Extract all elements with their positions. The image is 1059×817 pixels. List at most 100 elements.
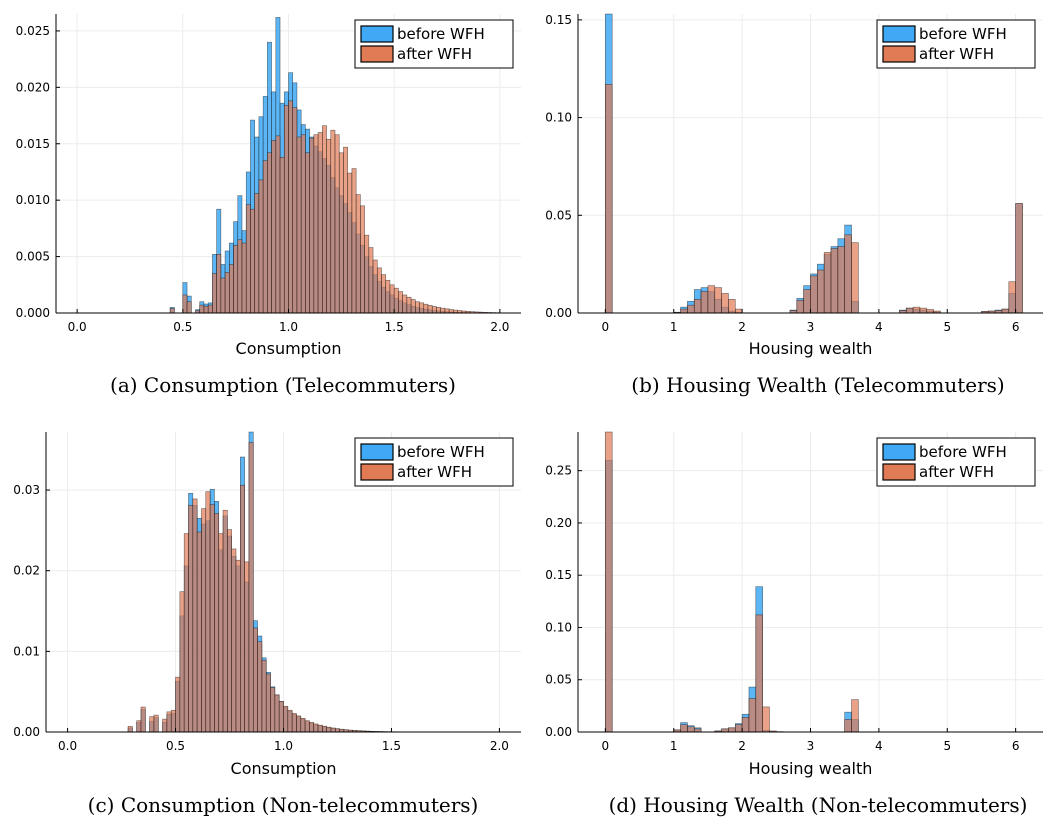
chart-d: 0 1 2 3 4 5 6 0.00 0.05 0.10 0.15 0.20 0.25 Housing w… <box>545 431 1043 817</box>
x-tick-label: 3 <box>807 739 815 753</box>
y-tick-label: 0.15 <box>545 13 572 27</box>
bar-after <box>207 304 213 314</box>
bar-after <box>330 727 336 733</box>
bar-after <box>427 305 433 314</box>
bar-after <box>687 304 695 314</box>
bar-after <box>231 548 237 733</box>
bar-after <box>218 533 224 733</box>
y-tick-label: 0.03 <box>13 483 40 497</box>
chart-b: 0 1 2 3 4 5 6 0.00 0.05 0.10 0.15 Housing wealth (b)… <box>545 13 1043 397</box>
x-tick-label: 2.0 <box>490 320 509 334</box>
x-tick-label: 1 <box>670 320 678 334</box>
bar-after <box>844 719 852 733</box>
bar-after <box>229 264 234 314</box>
bar-after <box>360 205 365 314</box>
bar-after <box>287 709 293 733</box>
y-tick-label: 0.005 <box>16 250 50 264</box>
bar-after <box>270 687 276 733</box>
bar-after <box>734 724 743 733</box>
bar-after <box>279 156 285 314</box>
bar-after <box>693 299 702 314</box>
x-tick-label: 6 <box>1012 739 1020 753</box>
bar-after <box>235 559 241 733</box>
bar-after <box>728 299 736 314</box>
legend-label-after: after WFH <box>397 45 472 63</box>
bar-after <box>335 728 340 733</box>
x-axis-title: Housing wealth <box>749 339 873 358</box>
y-tick-label: 0.05 <box>545 673 572 687</box>
bar-after <box>140 706 146 733</box>
bar-after <box>188 505 194 733</box>
bar-after <box>237 239 243 314</box>
x-tick-label: 0.0 <box>68 320 87 334</box>
legend-label-after: after WFH <box>919 45 994 63</box>
bar-after <box>271 140 277 314</box>
bar-after <box>186 301 192 314</box>
bar-after <box>389 284 395 314</box>
bar-after <box>741 717 750 733</box>
y-tick-label: 0.00 <box>545 306 572 320</box>
bar-after <box>227 529 232 733</box>
bar-after <box>136 720 142 733</box>
bar-after <box>406 296 412 314</box>
bar-after <box>304 720 310 733</box>
legend: before WFH after WFH <box>354 19 514 69</box>
bar-after <box>300 717 306 733</box>
x-tick-label: 3 <box>807 320 815 334</box>
bar-after <box>183 533 189 733</box>
y-tick-label: 0.20 <box>545 516 572 530</box>
bar-after <box>707 285 716 314</box>
bar-after <box>728 727 736 733</box>
legend: before WFH after WFH <box>876 19 1036 69</box>
bar-after <box>851 242 859 314</box>
bar-after <box>254 193 260 314</box>
bar-after <box>182 294 188 314</box>
y-tick-label: 0.015 <box>16 137 50 151</box>
bar-after <box>687 726 695 733</box>
y-tick-label: 0.00 <box>13 725 40 739</box>
bar-after <box>322 725 327 733</box>
bar-after <box>175 676 181 733</box>
y-tick-label: 0.020 <box>16 80 50 94</box>
bar-after <box>265 673 271 733</box>
bar-after <box>919 307 928 314</box>
bar-after <box>721 293 729 314</box>
bar-after <box>275 135 281 314</box>
bar-after <box>431 306 437 314</box>
bar-after <box>368 247 374 314</box>
bar-after <box>436 307 441 314</box>
bar-after <box>209 504 215 733</box>
bar-after <box>419 302 425 314</box>
bar-after <box>385 279 391 314</box>
legend-label-before: before WFH <box>919 25 1007 43</box>
x-tick-label: 1.0 <box>279 320 298 334</box>
bar-after <box>313 723 319 733</box>
y-tick-label: 0.010 <box>16 193 50 207</box>
bar-after <box>926 309 934 314</box>
bar-after <box>292 107 298 314</box>
bar-after <box>1008 281 1016 314</box>
bar-after <box>305 152 310 314</box>
bar-after <box>803 289 811 314</box>
figure-caption: (c) Consumption (Non-telecommuters) <box>88 793 479 817</box>
legend-label-before: before WFH <box>397 25 485 43</box>
bar-after <box>169 308 175 314</box>
bar-after <box>381 274 387 314</box>
bar-after <box>313 134 319 314</box>
bar-after <box>402 294 408 314</box>
bar-after <box>233 245 239 314</box>
bar-after <box>248 442 254 733</box>
chart-c: 0.0 0.5 1.0 1.5 2.0 0.00 0.01 0.02 0.03 Consumpti… <box>13 431 521 817</box>
bar-after <box>261 659 267 733</box>
bar-after <box>283 105 289 314</box>
bar-after <box>680 308 688 314</box>
bar-after <box>205 491 211 733</box>
bar-after <box>274 694 280 733</box>
y-tick-label: 0.00 <box>545 725 572 739</box>
y-tick-label: 0.01 <box>13 644 40 658</box>
x-tick-label: 0 <box>602 320 610 334</box>
bar-after <box>244 561 250 733</box>
bar-after <box>330 129 336 314</box>
bar-after <box>748 698 757 733</box>
figure-caption: (a) Consumption (Telecommuters) <box>110 373 456 397</box>
